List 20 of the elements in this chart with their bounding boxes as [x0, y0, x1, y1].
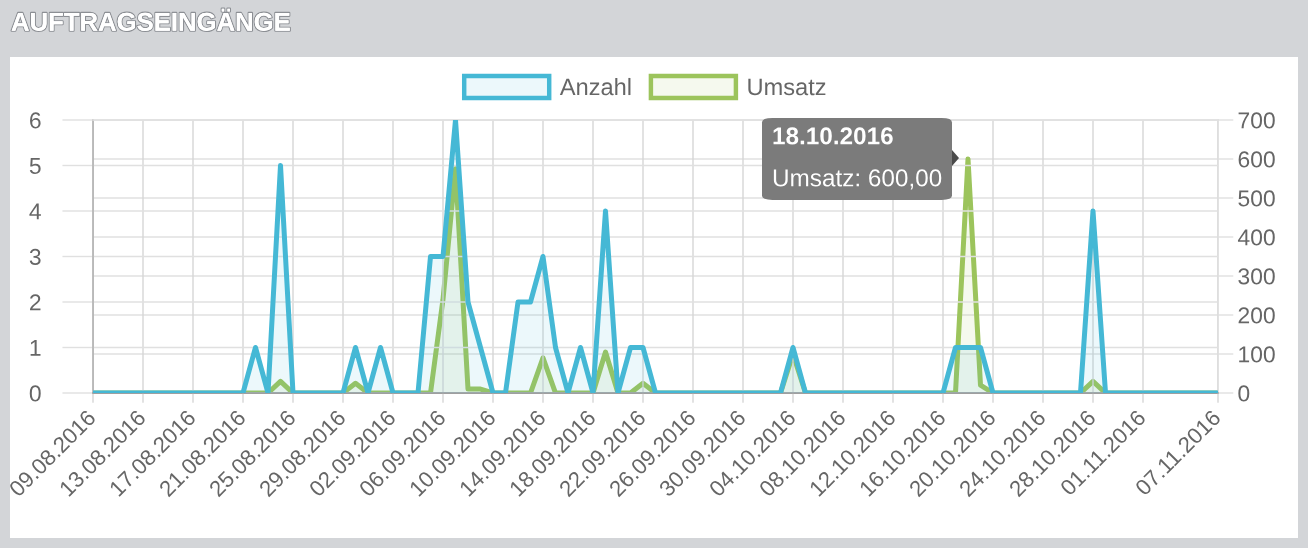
y-tick-label: 5 [29, 158, 41, 175]
annotation: Umsatz: 600,00 [773, 169, 942, 190]
y2-tick-label: 600 [1238, 151, 1275, 168]
y2-tick-label: 0 [1238, 385, 1250, 402]
y-tick-label: 2 [30, 294, 41, 311]
y2-tick-label: 200 [1238, 307, 1275, 324]
y-tick-label: 3 [29, 248, 41, 266]
annotation: 18.10.2016 [773, 127, 893, 145]
y-tick-label: 0 [29, 385, 41, 402]
y2-tick-label: 100 [1239, 346, 1275, 363]
y2-tick-label: 700 [1238, 112, 1275, 129]
chart-title: AUFTRAGSEINGÄNGE [11, 8, 290, 31]
y-tick-label: 6 [30, 112, 41, 129]
y2-tick-label: 400 [1237, 229, 1275, 246]
y-tick-label: 4 [29, 203, 41, 220]
legend-label: Umsatz [748, 78, 826, 96]
y-tick-label: 1 [30, 340, 41, 356]
y2-tick-label: 300 [1238, 268, 1275, 285]
legend-label: Anzahl [559, 77, 631, 96]
y2-tick-label: 500 [1238, 190, 1275, 207]
